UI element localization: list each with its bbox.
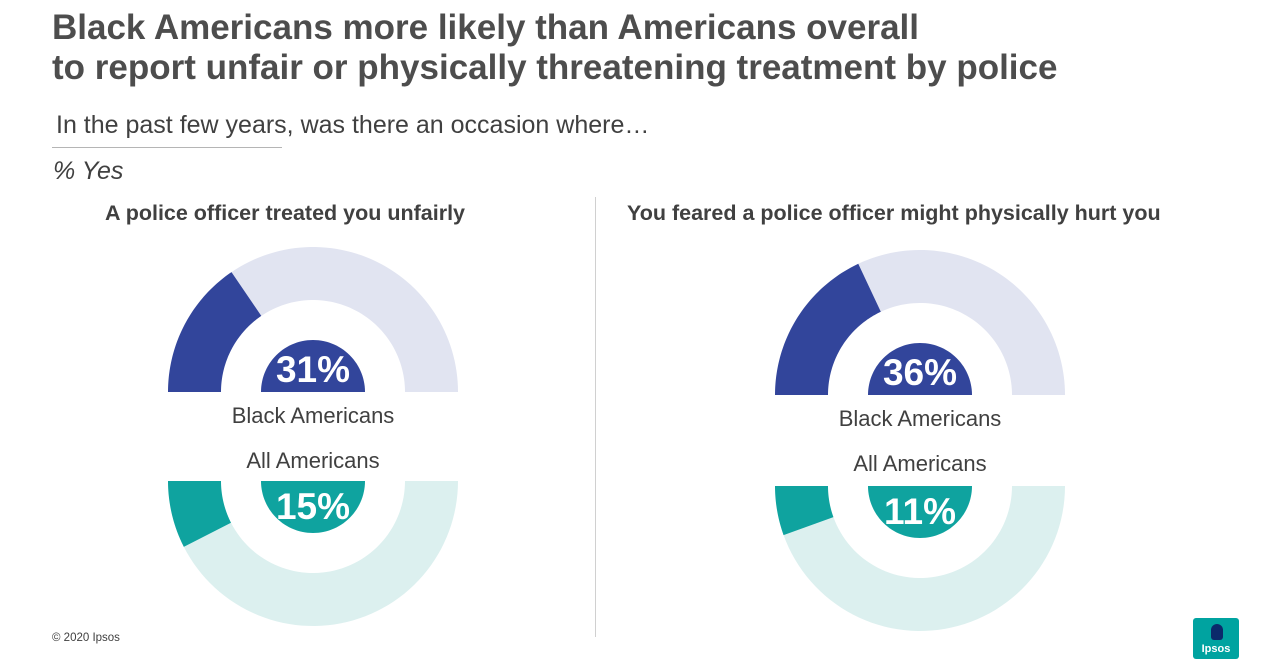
unit-label: % Yes	[53, 157, 124, 185]
page-title: Black Americans more likely than America…	[52, 8, 1252, 88]
all-americans-track-0	[183, 481, 459, 626]
subtitle-rule	[52, 147, 282, 148]
all-americans-value-0: 15%	[276, 486, 350, 527]
all-americans-value-1: 11%	[884, 491, 956, 532]
black-americans-arc-0	[168, 272, 262, 392]
title-line-2: to report unfair or physically threateni…	[52, 48, 1058, 87]
all-americans-label-0: All Americans	[246, 448, 379, 473]
all-americans-arc-1	[775, 486, 834, 536]
logo-text: Ipsos	[1201, 643, 1231, 655]
all-americans-track-1	[783, 486, 1065, 631]
all-americans-badge-1	[868, 486, 972, 538]
logo-mark-icon	[1211, 624, 1223, 640]
ipsos-logo: Ipsos	[1193, 618, 1239, 659]
black-americans-label-0: Black Americans	[232, 403, 395, 428]
all-americans-arc-0	[168, 481, 232, 547]
panel-divider	[595, 197, 596, 637]
black-americans-badge-1	[868, 343, 972, 395]
black-americans-value-0: 31%	[276, 349, 350, 390]
black-americans-value-1: 36%	[883, 352, 957, 393]
black-americans-badge-0	[261, 340, 365, 392]
all-americans-label-1: All Americans	[853, 451, 986, 476]
black-americans-track-1	[858, 250, 1065, 395]
black-americans-arc-1	[775, 263, 881, 395]
title-line-1: Black Americans more likely than America…	[52, 8, 919, 47]
all-americans-badge-0	[261, 481, 365, 533]
copyright-text: © 2020 Ipsos	[52, 632, 120, 644]
black-americans-label-1: Black Americans	[839, 406, 1002, 431]
panel-title-unfair: A police officer treated you unfairly	[105, 201, 465, 225]
question-subtitle: In the past few years, was there an occa…	[56, 111, 650, 139]
black-americans-track-0	[231, 247, 458, 392]
panel-title-feared: You feared a police officer might physic…	[627, 201, 1161, 225]
